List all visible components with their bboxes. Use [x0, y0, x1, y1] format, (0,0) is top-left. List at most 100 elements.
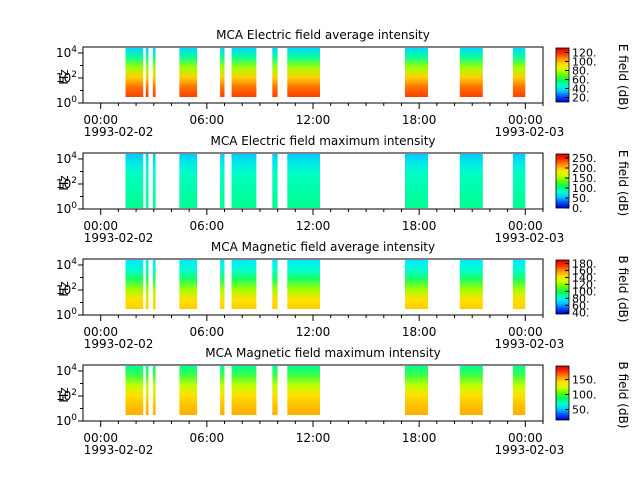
data-block	[405, 366, 428, 415]
x-tick-label: 00:00	[508, 431, 543, 445]
y-axis-label: Hz	[57, 175, 71, 190]
data-block	[287, 260, 320, 309]
data-block	[405, 154, 428, 208]
x-tick-label: 18:00	[402, 113, 437, 127]
x-tick-label: 18:00	[402, 219, 437, 233]
date-label-start: 1993-02-02	[84, 337, 154, 351]
data-block	[179, 154, 198, 208]
data-block	[231, 154, 257, 208]
x-tick-label: 00:00	[83, 325, 118, 339]
colorbar-tick-label: 100.	[572, 285, 597, 298]
data-block	[220, 366, 225, 415]
panel-2: MCA Electric field maximum intensity 100 1…	[56, 134, 630, 245]
colorbar-tick-label: 180.	[572, 257, 597, 270]
y-tick-label: 100	[56, 413, 77, 428]
data-block	[459, 48, 483, 97]
colorbar-tick-label: 40.	[572, 306, 590, 319]
panel-title: MCA Electric field maximum intensity	[210, 134, 435, 148]
colorbar-tick-label: 250.	[572, 152, 597, 165]
data-block	[220, 260, 225, 309]
colorbar-tick-label: 140.	[572, 271, 597, 284]
date-label-end: 1993-02-03	[495, 231, 565, 245]
data-block	[125, 366, 144, 415]
x-tick-label: 12:00	[296, 113, 331, 127]
data-block	[220, 48, 225, 97]
colorbar-label: B field (dB)	[616, 362, 630, 429]
colorbar-tick-label: 150.	[572, 172, 597, 185]
data-block	[512, 48, 526, 97]
data-block	[152, 154, 156, 208]
x-tick-label: 00:00	[83, 431, 118, 445]
x-tick-label: 12:00	[296, 325, 331, 339]
date-label-start: 1993-02-02	[84, 125, 154, 139]
data-block	[405, 260, 428, 309]
colorbar-label: E field (dB)	[616, 44, 630, 110]
data-block	[179, 48, 198, 97]
colorbar-tick-label: 40.	[572, 83, 590, 96]
y-tick-label: 100	[56, 201, 77, 216]
data-block	[145, 260, 149, 309]
y-tick-label: 104	[56, 151, 77, 166]
x-tick-label: 06:00	[190, 325, 225, 339]
data-block	[287, 154, 320, 208]
date-label-start: 1993-02-02	[84, 443, 154, 457]
y-axis-label: Hz	[57, 281, 71, 296]
x-tick-label: 00:00	[83, 219, 118, 233]
data-block	[152, 260, 156, 309]
panel-title: MCA Electric field average intensity	[216, 28, 430, 42]
colorbar-tick-label: 200.	[572, 162, 597, 175]
colorbar-tick-label: 60.	[572, 74, 590, 87]
colorbar-tick-label: 160.	[572, 264, 597, 277]
panel-4: MCA Magnetic field maximum intensity 100 1…	[56, 346, 630, 457]
colorbar-tick-label: 120.	[572, 47, 597, 60]
data-block	[272, 48, 278, 97]
data-block	[125, 154, 144, 208]
y-tick-label: 104	[56, 45, 77, 60]
x-tick-label: 00:00	[508, 219, 543, 233]
date-label-end: 1993-02-03	[495, 125, 565, 139]
data-block	[125, 260, 144, 309]
y-tick-label: 100	[56, 307, 77, 322]
data-block	[145, 366, 149, 415]
y-tick-label: 102	[56, 282, 77, 297]
y-axis-label: Hz	[57, 387, 71, 402]
x-tick-label: 06:00	[190, 431, 225, 445]
data-block	[459, 154, 483, 208]
data-block	[179, 260, 198, 309]
data-block	[272, 154, 278, 208]
date-label-end: 1993-02-03	[495, 443, 565, 457]
panel-3: MCA Magnetic field average intensity 100 1…	[56, 240, 630, 351]
colorbar-tick-label: 150.	[572, 374, 597, 387]
panel-1: MCA Electric field average intensity 100 1…	[56, 28, 630, 139]
data-block	[220, 154, 225, 208]
data-block	[152, 48, 156, 97]
x-tick-label: 12:00	[296, 219, 331, 233]
data-block	[459, 260, 483, 309]
colorbar-tick-label: 80.	[572, 65, 590, 78]
y-tick-label: 100	[56, 95, 77, 110]
colorbar-tick-label: 20.	[572, 92, 590, 105]
y-tick-label: 102	[56, 70, 77, 85]
data-block	[287, 366, 320, 415]
y-tick-label: 102	[56, 388, 77, 403]
data-block	[272, 366, 278, 415]
colorbar-tick-label: 0.	[572, 202, 583, 215]
data-block	[405, 48, 428, 97]
colorbar-label: B field (dB)	[616, 256, 630, 323]
data-block	[231, 366, 257, 415]
data-block	[179, 366, 198, 415]
colorbar-tick-label: 60.	[572, 299, 590, 312]
panel-title: MCA Magnetic field average intensity	[211, 240, 435, 254]
colorbar-tick-label: 50.	[572, 192, 590, 205]
y-tick-label: 104	[56, 363, 77, 378]
data-block	[512, 154, 526, 208]
x-tick-label: 12:00	[296, 431, 331, 445]
data-block	[152, 366, 156, 415]
x-tick-label: 00:00	[508, 113, 543, 127]
data-block	[231, 48, 257, 97]
colorbar-tick-label: 80.	[572, 292, 590, 305]
data-block	[125, 48, 144, 97]
data-block	[512, 260, 526, 309]
